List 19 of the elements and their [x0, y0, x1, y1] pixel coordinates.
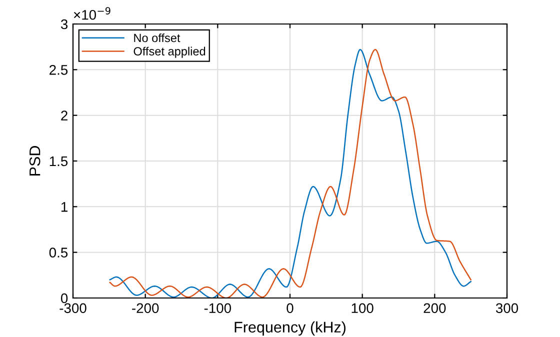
- y-tick-label: 2.5: [50, 65, 68, 75]
- legend-label: Offset applied: [134, 46, 206, 58]
- y-tick-label: 1: [61, 202, 68, 212]
- x-tick-label: -300: [60, 303, 86, 314]
- x-tick-label: 0: [286, 303, 294, 314]
- x-tick-label: 100: [352, 303, 374, 314]
- legend-label: No offset: [134, 33, 180, 42]
- y-axis-title: PSD: [29, 146, 40, 176]
- y-tick-label: 2: [61, 110, 68, 120]
- y-tick-label: 1.5: [50, 156, 68, 166]
- y-tick-label: 0: [60, 293, 68, 304]
- x-tick-label: 200: [424, 303, 446, 314]
- y-tick-label: 0.5: [49, 248, 68, 258]
- x-tick-label: -200: [132, 303, 159, 314]
- x-tick-label: -100: [204, 303, 232, 314]
- y-tick-label: 3: [60, 19, 68, 30]
- text: ×10$^{−9}$: [74, 7, 110, 20]
- x-axis-title: Frequency (kHz): [234, 321, 346, 336]
- x-tick-label: 300: [496, 303, 518, 314]
